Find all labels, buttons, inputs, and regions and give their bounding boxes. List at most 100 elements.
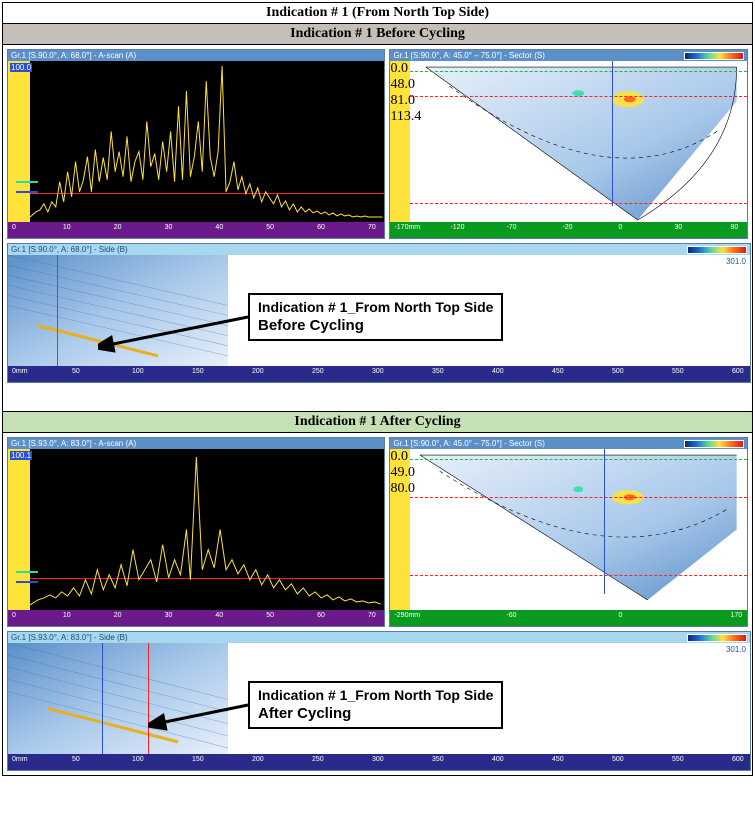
colormap-legend xyxy=(687,246,747,254)
axis-tick: 100 xyxy=(132,756,144,763)
axis-tick: 0 xyxy=(12,612,16,619)
after-ascan-xaxis: 010203040506070 xyxy=(8,610,384,626)
axis-tick: 30 xyxy=(674,224,682,231)
axis-tick: 200 xyxy=(252,756,264,763)
gate-marker-2 xyxy=(16,581,38,583)
axis-tick: 450 xyxy=(552,368,564,375)
after-sector-plot[interactable]: 0.0 49.0 80.0 xyxy=(390,449,747,610)
axis-tick: 40 xyxy=(215,612,223,619)
before-ascan-trace xyxy=(30,61,384,222)
cursor-vline xyxy=(612,61,613,206)
cursor-hline xyxy=(410,497,747,498)
axis-tick: 70 xyxy=(368,224,376,231)
after-sector-fan xyxy=(410,449,747,610)
main-title: Indication # 1 (From North Top Side) xyxy=(3,3,752,24)
gate-marker-1 xyxy=(16,181,38,183)
axis-tick: 0 xyxy=(618,224,622,231)
axis-tick: -170mm xyxy=(394,224,420,231)
axis-tick: -20 xyxy=(562,224,572,231)
axis-tick: 80 xyxy=(730,224,738,231)
bscan-cursor xyxy=(57,255,58,366)
axis-tick: 600 xyxy=(732,756,744,763)
axis-tick: 150 xyxy=(192,756,204,763)
axis-tick: 0 xyxy=(618,612,622,619)
axis-tick: 250 xyxy=(312,756,324,763)
after-panels: Gr.1 [S.93.0°, A: 83.0°] - A-scan (A) 10… xyxy=(3,433,752,775)
after-ascan-title: Gr.1 [S.93.0°, A: 83.0°] - A-scan (A) xyxy=(8,438,384,449)
before-ascan-yaxis: 100.0 xyxy=(8,61,30,222)
cursor-vline xyxy=(604,449,605,594)
after-callout: Indication # 1_From North Top Side After… xyxy=(248,681,503,729)
axis-tick: 500 xyxy=(612,756,624,763)
before-bscan-pane[interactable]: Gr.1 [S.90.0°, A: 68.0°] - Side (B) xyxy=(7,243,751,383)
axis-tick: 50 xyxy=(72,368,80,375)
axis-tick: 20 xyxy=(114,224,122,231)
cursor-hline xyxy=(410,96,747,97)
axis-tick: 500 xyxy=(612,368,624,375)
figure-container: Indication # 1 (From North Top Side) Ind… xyxy=(2,2,753,776)
axis-tick: 200 xyxy=(252,368,264,375)
colormap-legend xyxy=(684,52,744,60)
callout-arrow xyxy=(148,693,258,733)
axis-tick: 100 xyxy=(132,368,144,375)
after-bscan-title: Gr.1 [S.93.0°, A: 83.0°] - Side (B) xyxy=(8,632,750,643)
axis-tick: 0mm xyxy=(12,756,28,763)
cursor-hline xyxy=(410,71,747,72)
before-bscan-title: Gr.1 [S.90.0°, A: 68.0°] - Side (B) xyxy=(8,244,750,255)
axis-tick: 30 xyxy=(165,224,173,231)
axis-tick: 50 xyxy=(72,756,80,763)
axis-tick: 170 xyxy=(730,612,742,619)
after-ascan-trace xyxy=(30,449,384,610)
after-sector-pane[interactable]: Gr.1 [S:90.0°, A: 45.0° – 75.0°] - Secto… xyxy=(389,437,748,627)
after-ascan-yaxis: 100.1 xyxy=(8,449,30,610)
before-callout: Indication # 1_From North Top Side Befor… xyxy=(248,293,503,341)
before-ascan-plot[interactable]: 100.0 xyxy=(8,61,384,222)
after-header: Indication # 1 After Cycling xyxy=(3,411,752,433)
cursor-hline xyxy=(410,459,747,460)
axis-tick: 10 xyxy=(63,612,71,619)
axis-tick: 30 xyxy=(165,612,173,619)
gate-marker-2 xyxy=(16,191,38,193)
after-sector-xaxis: -290mm-600170 xyxy=(390,610,747,626)
axis-tick: -120 xyxy=(450,224,464,231)
axis-tick: 350 xyxy=(432,368,444,375)
axis-tick: 550 xyxy=(672,756,684,763)
axis-tick: -70 xyxy=(506,224,516,231)
after-sector-title: Gr.1 [S:90.0°, A: 45.0° – 75.0°] - Secto… xyxy=(390,438,747,449)
colormap-legend xyxy=(687,634,747,642)
axis-tick: 250 xyxy=(312,368,324,375)
axis-tick: 300 xyxy=(372,756,384,763)
axis-tick: 150 xyxy=(192,368,204,375)
axis-tick: 550 xyxy=(672,368,684,375)
before-bscan-xaxis: 0mm50100150200250300350400450500550600 xyxy=(8,366,750,382)
cursor-hline xyxy=(410,575,747,576)
axis-tick: 0mm xyxy=(12,368,28,375)
axis-tick: 60 xyxy=(317,612,325,619)
before-sector-plot[interactable]: 0.0 48.0 81.0 113.4 xyxy=(390,61,747,222)
axis-tick: 60 xyxy=(317,224,325,231)
axis-tick: 50 xyxy=(266,612,274,619)
cursor-hline xyxy=(410,203,747,204)
axis-tick: 50 xyxy=(266,224,274,231)
axis-tick: 0 xyxy=(12,224,16,231)
before-header: Indication # 1 Before Cycling xyxy=(3,24,752,45)
bscan-scale-max: 301.0 xyxy=(724,645,748,654)
after-ascan-plot[interactable]: 100.1 xyxy=(8,449,384,610)
axis-tick: 300 xyxy=(372,368,384,375)
colormap-legend xyxy=(684,440,744,448)
axis-tick: -290mm xyxy=(394,612,420,619)
before-ascan-pane[interactable]: Gr.1 [S.90.0°, A: 68.0°] - A-scan (A) 10… xyxy=(7,49,385,239)
after-bscan-plot[interactable]: 301.0 Indication # 1_From North Top Side… xyxy=(8,643,750,754)
axis-tick: 400 xyxy=(492,756,504,763)
before-sector-pane[interactable]: Gr.1 [S:90.0°, A: 45.0° – 75.0°] - Secto… xyxy=(389,49,748,239)
axis-tick: 40 xyxy=(215,224,223,231)
axis-tick: 600 xyxy=(732,368,744,375)
before-bscan-plot[interactable]: 301.0 Indication # 1_From North Top Side… xyxy=(8,255,750,366)
before-sector-title: Gr.1 [S:90.0°, A: 45.0° – 75.0°] - Secto… xyxy=(390,50,747,61)
axis-tick: 70 xyxy=(368,612,376,619)
after-bscan-pane[interactable]: Gr.1 [S.93.0°, A: 83.0°] - Side (B) xyxy=(7,631,751,771)
bscan-cursor-blue xyxy=(102,643,103,754)
before-sector-xaxis: -170mm -120 -70 -20 0 30 80 xyxy=(390,222,747,238)
after-ascan-pane[interactable]: Gr.1 [S.93.0°, A: 83.0°] - A-scan (A) 10… xyxy=(7,437,385,627)
before-ascan-xaxis: 010203040506070 xyxy=(8,222,384,238)
